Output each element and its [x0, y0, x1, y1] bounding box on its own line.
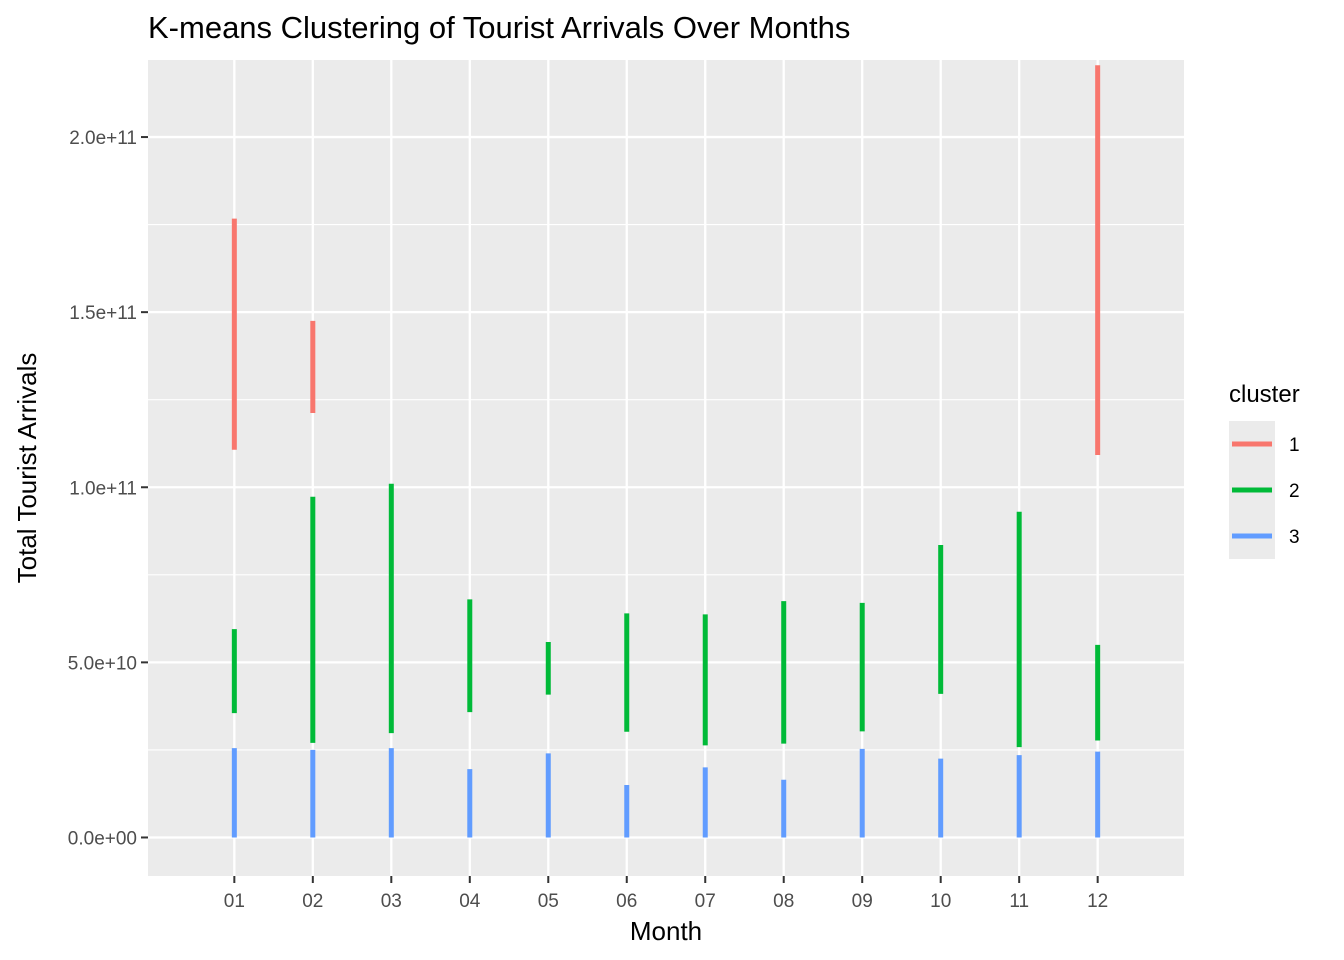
x-tick-label: 12	[1087, 891, 1108, 912]
legend-label-1: 1	[1289, 435, 1300, 456]
y-axis: 0.0e+00 5.0e+10 1.0e+11 1.5e+11 2.0e+11	[68, 128, 148, 849]
y-axis-title: Total Tourist Arrivals	[12, 353, 42, 584]
y-tick-label: 1.5e+11	[69, 303, 137, 324]
x-tick-label: 05	[538, 891, 559, 912]
x-tick-label: 03	[381, 891, 402, 912]
x-tick-label: 06	[616, 891, 637, 912]
grid-major	[148, 60, 1184, 876]
x-tick-label: 01	[224, 891, 245, 912]
x-tick-label: 09	[852, 891, 873, 912]
y-tick-label: 0.0e+00	[68, 828, 137, 849]
x-tick-label: 11	[1009, 891, 1029, 912]
y-tick-label: 5.0e+10	[68, 653, 137, 674]
x-axis: 01 02 03 04 05 06 07 08 09 10 11 12	[224, 876, 1108, 912]
y-tick-label: 1.0e+11	[69, 478, 137, 499]
legend-label-2: 2	[1289, 481, 1300, 502]
y-tick-label: 2.0e+11	[69, 128, 137, 149]
grid-minor	[148, 224, 1184, 751]
plot-panel	[148, 60, 1184, 876]
legend-title: cluster	[1229, 381, 1300, 408]
x-tick-label: 07	[695, 891, 716, 912]
data-segments	[231, 65, 1101, 838]
x-axis-title: Month	[630, 916, 702, 946]
x-tick-label: 04	[459, 891, 481, 912]
legend: cluster 1 2 3	[1229, 381, 1300, 559]
legend-label-3: 3	[1289, 527, 1300, 548]
x-tick-label: 02	[302, 891, 323, 912]
chart-title: K-means Clustering of Tourist Arrivals O…	[148, 10, 850, 45]
x-tick-label: 08	[773, 891, 794, 912]
x-tick-label: 10	[930, 891, 951, 912]
